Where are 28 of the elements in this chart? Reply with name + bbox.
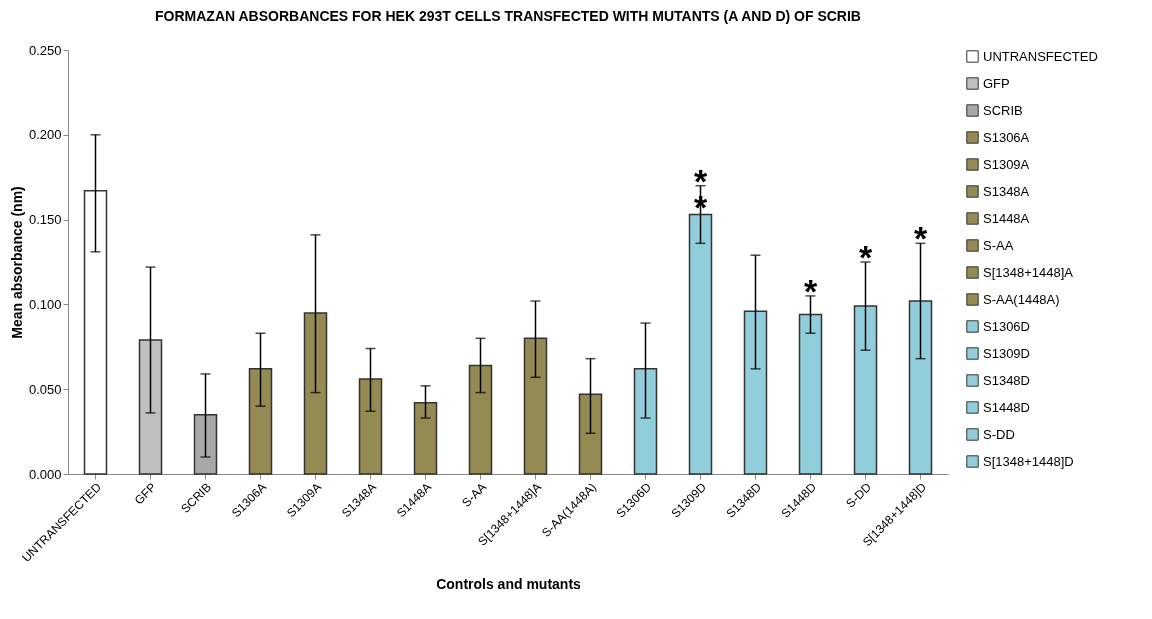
legend-label: S1309A [983, 156, 1030, 172]
legend-label: UNTRANSFECTED [983, 48, 1098, 64]
legend-label: S1448D [983, 399, 1030, 415]
annotation: * [803, 271, 818, 310]
annotation: * [913, 219, 928, 258]
legend-label: S-DD [983, 426, 1015, 442]
y-tick-label: 0.000 [28, 466, 62, 482]
y-axis-title: Mean absorbance (nm) [8, 186, 25, 339]
y-tick-label: 0.200 [28, 127, 62, 143]
legend-label: S-AA(1448A) [983, 291, 1060, 307]
legend-label: S1348D [983, 372, 1030, 388]
annotation: * [858, 238, 873, 276]
chart-title: FORMAZAN ABSORBANCES FOR HEK 293T CELLS TRANSFECTED WITH MUTANTS (A AND D) OF SCRIB [155, 8, 861, 24]
legend-label: SCRIB [983, 102, 1023, 118]
legend-label: S1448A [983, 210, 1030, 226]
y-tick-label: 0.100 [28, 296, 62, 312]
legend-label: S1306A [983, 129, 1030, 145]
y-tick-label: 0.250 [28, 42, 62, 58]
legend-label: GFP [983, 75, 1010, 91]
legend-label: S[1348+1448]D [983, 453, 1074, 469]
y-tick-label: 0.150 [28, 212, 62, 228]
legend-label: S1309D [983, 345, 1030, 361]
legend-label: S[1348+1448]A [983, 264, 1074, 280]
legend-label: S-AA [983, 237, 1014, 253]
legend-label: S1306D [983, 318, 1030, 334]
y-tick-label: 0.050 [28, 381, 62, 397]
x-axis-title: Controls and mutants [436, 576, 582, 593]
legend-label: S1348A [983, 183, 1030, 199]
